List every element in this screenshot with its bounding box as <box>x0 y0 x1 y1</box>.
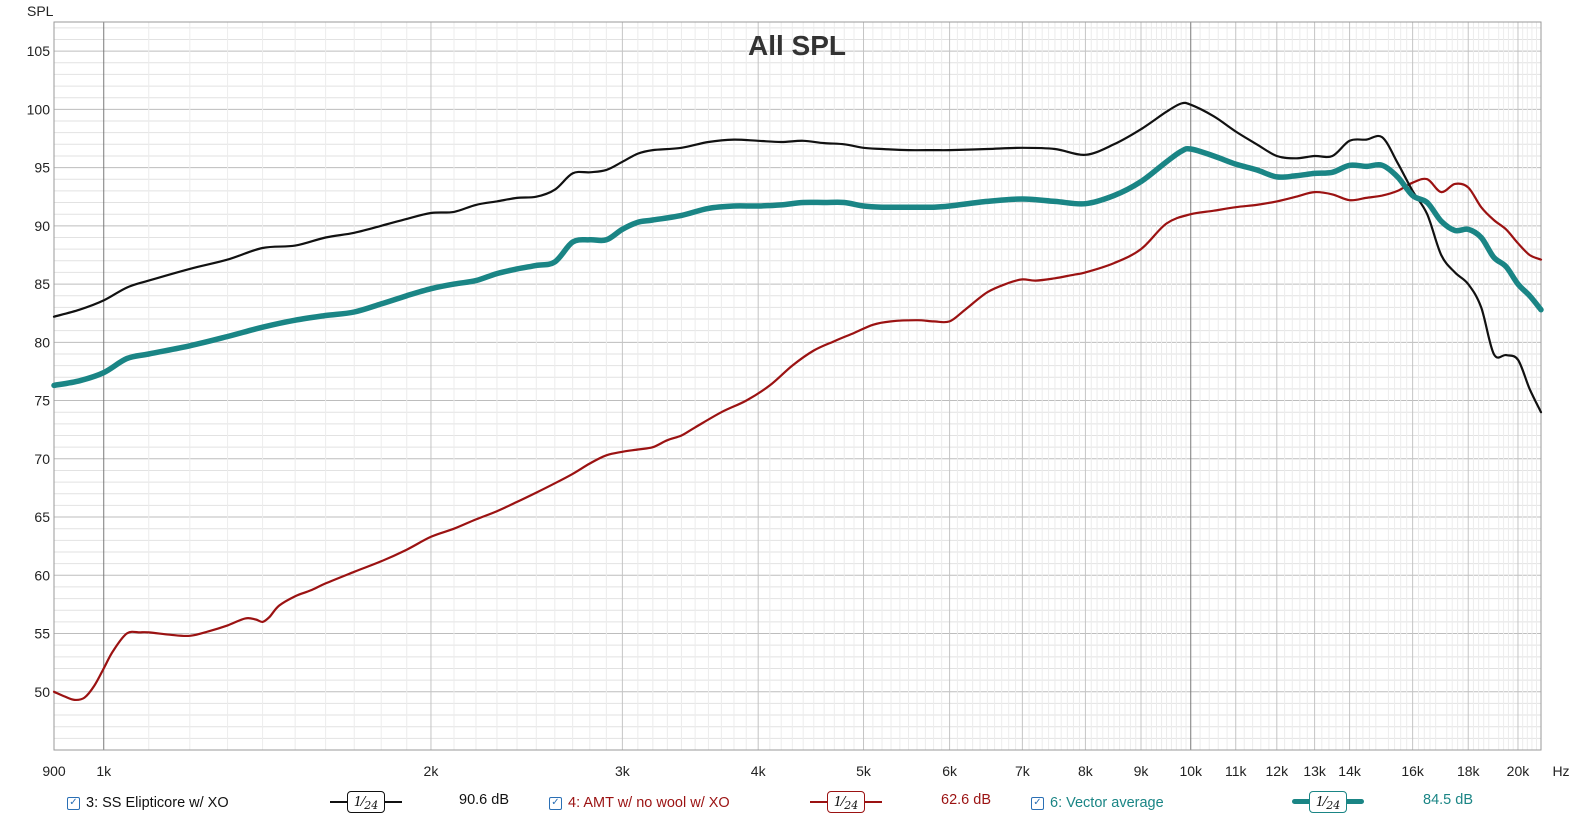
legend-label: 6: Vector average <box>1050 795 1164 811</box>
x-tick-label: 900 <box>42 763 66 779</box>
x-tick-label: 6k <box>942 763 958 779</box>
smoothing-numerator: 1 <box>1315 794 1325 810</box>
series-lines <box>51 101 1544 702</box>
series-line-1 <box>52 101 1543 414</box>
x-tick-label: 8k <box>1078 763 1094 779</box>
y-tick-label: 55 <box>34 626 50 642</box>
smoothing-value: 24 <box>1326 798 1341 812</box>
legend-label: 4: AMT w/ no wool w/ XO <box>568 795 730 811</box>
x-tick-label: 20k <box>1507 763 1531 779</box>
smoothing-value: 24 <box>364 798 379 812</box>
checkbox-icon[interactable]: ✓ <box>549 796 562 810</box>
x-tick-label: 7k <box>1015 763 1031 779</box>
y-tick-label: 65 <box>34 509 50 525</box>
checkbox-icon[interactable]: ✓ <box>67 796 80 810</box>
x-tick-label: 12k <box>1266 763 1290 779</box>
y-tick-label: 90 <box>34 218 50 234</box>
smoothing-indicator-2[interactable]: 1 ⁄ 24 <box>810 790 882 814</box>
legend-label: 3: SS Elipticore w/ XO <box>86 795 229 811</box>
x-tick-label: 11k <box>1225 763 1248 779</box>
x-tick-label: 1k <box>96 763 112 779</box>
legend-item-2[interactable]: ✓ 4: AMT w/ no wool w/ XO <box>549 792 730 814</box>
x-tick-label: 5k <box>856 763 872 779</box>
legend-item-1[interactable]: ✓ 3: SS Elipticore w/ XO <box>67 792 229 814</box>
plot-frame <box>53 21 1542 751</box>
y-tick-label: 95 <box>34 160 50 176</box>
y-axis-label: SPL <box>27 3 54 19</box>
smoothing-numerator: 1 <box>833 794 843 810</box>
series-line-2 <box>52 177 1543 702</box>
legend-item-3[interactable]: ✓ 6: Vector average <box>1031 792 1164 814</box>
y-tick-label: 50 <box>34 684 50 700</box>
y-tick-label: 80 <box>34 334 50 350</box>
y-tick-label: 85 <box>34 276 50 292</box>
x-tick-label: 13k <box>1303 763 1327 779</box>
smoothing-value: 24 <box>844 798 859 812</box>
x-axis-unit: Hz <box>1552 763 1569 779</box>
legend-level-3: 84.5 dB <box>1423 792 1473 808</box>
y-tick-label: 70 <box>34 451 50 467</box>
smoothing-indicator-3[interactable]: 1 ⁄ 24 <box>1292 790 1364 814</box>
legend-level-1: 90.6 dB <box>459 792 509 808</box>
checkbox-icon[interactable]: ✓ <box>1031 796 1044 810</box>
x-tick-label: 9k <box>1134 763 1150 779</box>
axes: 50 55 60 65 70 75 80 85 90 95 100 105 900 1k 2k 3k 4k 5k 6… <box>27 21 1570 779</box>
y-tick-label: 100 <box>27 101 51 117</box>
x-tick-label: 16k <box>1401 763 1425 779</box>
legend-level-2: 62.6 dB <box>941 792 991 808</box>
grid <box>53 22 1541 751</box>
smoothing-indicator-1[interactable]: 1 ⁄ 24 <box>330 790 402 814</box>
y-tick-label: 60 <box>34 567 50 583</box>
x-tick-label: 18k <box>1457 763 1481 779</box>
x-tick-label: 2k <box>424 763 440 779</box>
y-tick-label: 105 <box>27 43 51 59</box>
x-tick-label: 10k <box>1179 763 1203 779</box>
x-tick-label: 14k <box>1338 763 1362 779</box>
smoothing-numerator: 1 <box>353 794 363 810</box>
chart-title: All SPL <box>748 30 846 61</box>
x-tick-label: 4k <box>751 763 767 779</box>
y-tick-label: 75 <box>34 393 50 409</box>
spl-chart: 50 55 60 65 70 75 80 85 90 95 100 105 900 1k 2k 3k 4k 5k 6… <box>27 3 1570 779</box>
series-line-3 <box>51 145 1544 389</box>
x-tick-label: 3k <box>615 763 631 779</box>
